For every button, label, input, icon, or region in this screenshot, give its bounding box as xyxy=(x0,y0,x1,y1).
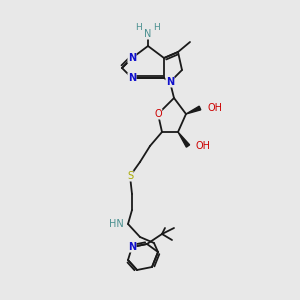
Text: H: H xyxy=(154,22,160,32)
Text: N: N xyxy=(128,53,136,63)
Text: H: H xyxy=(136,22,142,32)
Text: O: O xyxy=(154,109,162,119)
Polygon shape xyxy=(186,106,201,114)
Polygon shape xyxy=(178,132,190,147)
Text: OH: OH xyxy=(196,141,211,151)
Text: N: N xyxy=(166,77,174,87)
Text: S: S xyxy=(127,171,133,181)
Text: OH: OH xyxy=(208,103,223,113)
Text: N: N xyxy=(144,29,152,39)
Text: N: N xyxy=(128,73,136,83)
Text: HN: HN xyxy=(109,219,124,229)
Text: N: N xyxy=(128,242,136,252)
